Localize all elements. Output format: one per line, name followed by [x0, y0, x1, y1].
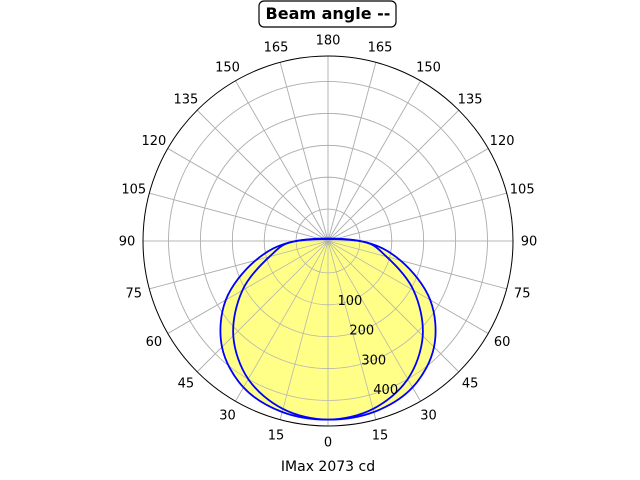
angular-gridline-overlay [327, 192, 507, 242]
chart-title-box: Beam angle -- [258, 0, 397, 28]
angle-tick-label: 105 [121, 183, 146, 198]
angular-gridline-overlay [327, 240, 421, 402]
angular-gridline-overlay [327, 240, 460, 373]
angular-gridline-overlay [235, 240, 329, 402]
angle-tick-label: 165 [264, 40, 289, 55]
angle-tick-label: 30 [219, 409, 236, 424]
x-axis-label: IMax 2073 cd [281, 459, 375, 475]
angle-tick-label: 90 [119, 235, 136, 250]
angle-tick-label: 60 [146, 335, 163, 350]
chart-title-frame [258, 0, 397, 28]
angle-tick-label: 135 [173, 92, 198, 107]
label-layer: 180 1651501351201059075604530150153045607… [119, 34, 538, 451]
angle-tick-label: 120 [141, 134, 166, 149]
angular-gridline-overlay [235, 80, 329, 242]
radial-tick-label: 400 [373, 383, 398, 398]
angular-gridline-overlay [327, 80, 421, 242]
angle-tick-label: 15 [268, 429, 285, 444]
series-line [232, 238, 424, 421]
angle-tick-label: 150 [215, 60, 240, 75]
angular-gridline-overlay [196, 240, 329, 373]
angle-tick-label: 45 [462, 377, 479, 392]
angle-tick-label: 75 [514, 287, 531, 302]
radial-tick-label: 300 [361, 353, 386, 368]
angular-gridline-overlay [149, 192, 329, 242]
angular-gridline-overlay [327, 240, 377, 420]
angular-gridline-overlay [327, 240, 507, 290]
angle-tick-label: 135 [458, 92, 483, 107]
angle-tick-label: 165 [368, 40, 393, 55]
angular-gridline-overlay [167, 148, 329, 242]
angular-gridline-overlay [327, 148, 489, 242]
angular-gridline-overlay [279, 240, 329, 420]
angle-tick-label: 45 [178, 377, 195, 392]
radial-tick-label: 200 [349, 324, 374, 339]
angle-tick-label: 75 [126, 287, 143, 302]
angle-tick-label: 150 [416, 60, 441, 75]
chart-title: Beam angle -- [266, 4, 391, 23]
angular-gridline-overlay [149, 240, 329, 290]
angular-gridline-overlay [327, 240, 489, 334]
angular-gridline-overlay [279, 62, 329, 242]
angle-tick-label: 60 [494, 335, 511, 350]
angular-gridline-overlay [327, 109, 460, 242]
angle-tick-label: 30 [420, 409, 437, 424]
angle-tick-label: 180 [316, 34, 341, 49]
polar-frame [142, 55, 514, 427]
angular-gridline-overlay [327, 62, 377, 242]
angle-tick-label: 0 [324, 436, 332, 451]
data-layer [142, 55, 514, 427]
angular-gridline-overlay [196, 109, 329, 242]
angle-tick-label: 15 [372, 429, 389, 444]
angular-gridline-overlay [167, 240, 329, 334]
angle-tick-label: 120 [490, 134, 515, 149]
series-line [219, 237, 437, 421]
angle-tick-label: 105 [510, 183, 535, 198]
radial-tick-label: 100 [337, 294, 362, 309]
angle-tick-label: 90 [521, 235, 538, 250]
